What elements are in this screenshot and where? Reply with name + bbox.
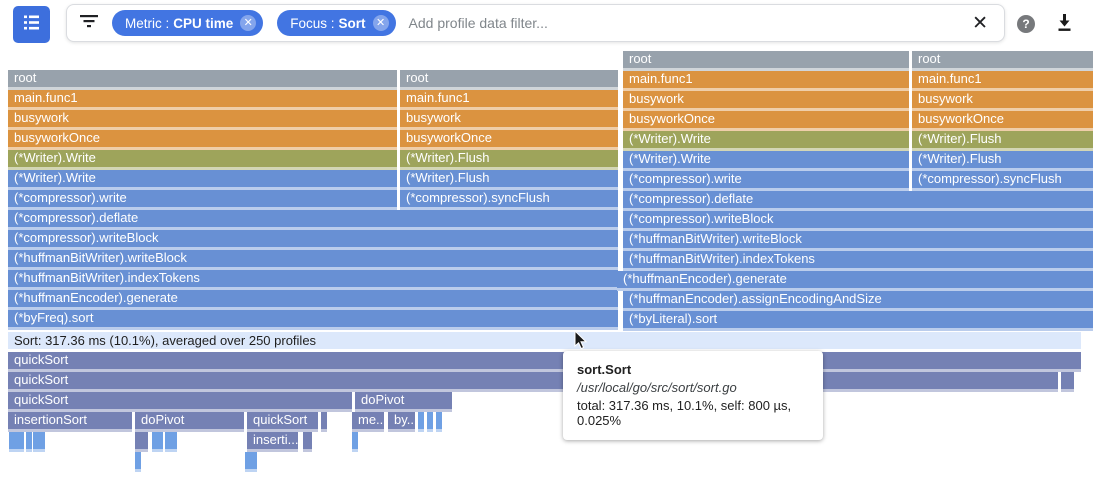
flame-box-main-func1[interactable]: main.func1 [623, 71, 909, 91]
chip-metric-label: Metric : CPU time [125, 15, 234, 31]
flame-box[interactable] [171, 432, 177, 452]
flame-box-huffmanbitwriter-writeblock[interactable]: (*huffmanBitWriter).writeBlock [8, 250, 618, 270]
flame-box-me[interactable]: me... [352, 412, 384, 432]
filter-bar[interactable]: Metric : CPU time ✕ Focus : Sort ✕ Add pro… [66, 4, 1005, 42]
flame-box-writer-write[interactable]: (*Writer).Write [623, 131, 909, 151]
flame-box-writer-write[interactable]: (*Writer).Write [623, 151, 909, 171]
flame-box[interactable] [135, 432, 148, 452]
flame-box-busyworkonce[interactable]: busyworkOnce [8, 130, 397, 150]
flame-box-quicksort[interactable]: quickSort [247, 412, 318, 432]
mouse-cursor [574, 329, 590, 356]
filter-input-placeholder[interactable]: Add profile data filter... [408, 15, 548, 31]
flame-box[interactable] [39, 432, 45, 452]
flame-box-compressor-syncflush[interactable]: (*compressor).syncFlush [400, 190, 618, 210]
flame-box-writer-flush[interactable]: (*Writer).Flush [400, 150, 618, 170]
flame-box-insertionsort[interactable]: insertionSort [8, 412, 132, 432]
flame-box[interactable] [427, 412, 433, 432]
filter-list-icon [80, 14, 98, 33]
flame-box[interactable] [352, 432, 358, 452]
toolbar: Metric : CPU time ✕ Focus : Sort ✕ Add pro… [0, 0, 1096, 48]
filter-chip-focus[interactable]: Focus : Sort ✕ [277, 10, 396, 36]
flame-box-huffmanbitwriter-indextokens[interactable]: (*huffmanBitWriter).indexTokens [623, 251, 1093, 271]
flame-box-compressor-write[interactable]: (*compressor).write [623, 171, 909, 191]
flame-box-root[interactable]: root [912, 51, 1093, 71]
flame-box-root[interactable]: root [623, 51, 909, 71]
flame-box-byliteral-sort[interactable]: (*byLiteral).sort [623, 311, 1093, 331]
flame-box-busywork[interactable]: busywork [912, 91, 1093, 111]
flame-box-main-func1[interactable]: main.func1 [400, 90, 618, 110]
flame-box[interactable] [436, 412, 442, 432]
flame-box[interactable] [9, 432, 24, 452]
flame-box-compressor-deflate[interactable]: (*compressor).deflate [8, 210, 618, 230]
flame-box-quicksort[interactable]: quickSort [8, 352, 1081, 372]
flame-box-huffmanencoder-generate[interactable]: (*huffmanEncoder).generate [8, 290, 618, 310]
help-icon[interactable]: ? [1017, 15, 1035, 33]
flame-box-inserti[interactable]: inserti... [247, 432, 298, 452]
flame-box-main-func1[interactable]: main.func1 [912, 71, 1093, 91]
flame-box-main-func1[interactable]: main.func1 [8, 90, 397, 110]
flame-box-compressor-deflate[interactable]: (*compressor).deflate [623, 191, 1093, 211]
flame-box-compressor-writeblock[interactable]: (*compressor).writeBlock [8, 230, 618, 250]
flame-box-compressor-write[interactable]: (*compressor).write [8, 190, 397, 210]
flame-box-huffmanencoder-generate[interactable]: (*huffmanEncoder).generate [617, 271, 1093, 291]
flame-box-busyworkonce[interactable]: busyworkOnce [912, 111, 1093, 131]
flame-box-quicksort[interactable]: quickSort [8, 392, 352, 412]
flame-box[interactable] [152, 432, 163, 452]
flame-box-busyworkonce[interactable]: busyworkOnce [400, 130, 618, 150]
flame-box-writer-flush[interactable]: (*Writer).Flush [912, 151, 1093, 171]
flame-box-huffmanbitwriter-indextokens[interactable]: (*huffmanBitWriter).indexTokens [8, 270, 618, 290]
flame-box[interactable] [26, 432, 32, 452]
flame-box[interactable] [135, 452, 141, 472]
flame-box[interactable] [33, 432, 39, 452]
flame-box[interactable] [165, 432, 171, 452]
flame-box[interactable] [1061, 372, 1074, 392]
flame-box-compressor-syncflush[interactable]: (*compressor).syncFlush [912, 171, 1093, 191]
flame-box-by[interactable]: by... [388, 412, 415, 432]
flame-box-busywork[interactable]: busywork [8, 110, 397, 130]
tooltip: sort.Sort /usr/local/go/src/sort/sort.go… [563, 351, 823, 440]
flame-box-huffmanencoder-assignencodingandsize[interactable]: (*huffmanEncoder).assignEncodingAndSize [623, 291, 1093, 311]
flame-box[interactable] [245, 452, 251, 472]
tooltip-source-path: /usr/local/go/src/sort/sort.go [577, 380, 737, 395]
flame-box-byfreq-sort[interactable]: (*byFreq).sort [8, 310, 618, 330]
flame-box-writer-flush[interactable]: (*Writer).Flush [400, 170, 618, 190]
tooltip-function-name: sort.Sort [577, 362, 632, 377]
menu-button[interactable] [13, 6, 50, 43]
flame-box-writer-write[interactable]: (*Writer).Write [8, 150, 397, 170]
chip-remove-icon[interactable]: ✕ [372, 15, 389, 31]
flame-box-compressor-writeblock[interactable]: (*compressor).writeBlock [623, 211, 1093, 231]
tooltip-stats: total: 317.36 ms, 10.1%, self: 800 µs, 0… [577, 398, 792, 428]
flame-box-busywork[interactable]: busywork [623, 91, 909, 111]
chip-focus-label: Focus : Sort [290, 15, 366, 31]
flame-box-root[interactable]: root [400, 70, 618, 90]
filter-chip-metric[interactable]: Metric : CPU time ✕ [112, 10, 264, 36]
flame-box-dopivot[interactable]: doPivot [355, 392, 452, 412]
flame-box-busywork[interactable]: busywork [400, 110, 618, 130]
flame-box[interactable] [418, 412, 424, 432]
flame-box-dopivot[interactable]: doPivot [135, 412, 244, 432]
flame-box-writer-write[interactable]: (*Writer).Write [8, 170, 397, 190]
flame-box[interactable] [303, 432, 312, 452]
flame-box[interactable] [321, 412, 327, 432]
flame-box-writer-flush[interactable]: (*Writer).Flush [912, 131, 1093, 151]
download-icon[interactable] [1055, 13, 1074, 38]
flame-box-quicksort[interactable]: quickSort [8, 372, 1058, 392]
flame-box-root[interactable]: root [8, 70, 397, 90]
flame-box-busyworkonce[interactable]: busyworkOnce [623, 111, 909, 131]
flame-box-sort-highlighted[interactable]: Sort: 317.36 ms (10.1%), averaged over 2… [8, 332, 1081, 349]
view-list-icon [23, 14, 40, 36]
flame-box-huffmanbitwriter-writeblock[interactable]: (*huffmanBitWriter).writeBlock [623, 231, 1093, 251]
chip-remove-icon[interactable]: ✕ [240, 15, 257, 31]
flame-box[interactable] [251, 452, 257, 472]
clear-filters-icon[interactable]: ✕ [972, 12, 988, 34]
